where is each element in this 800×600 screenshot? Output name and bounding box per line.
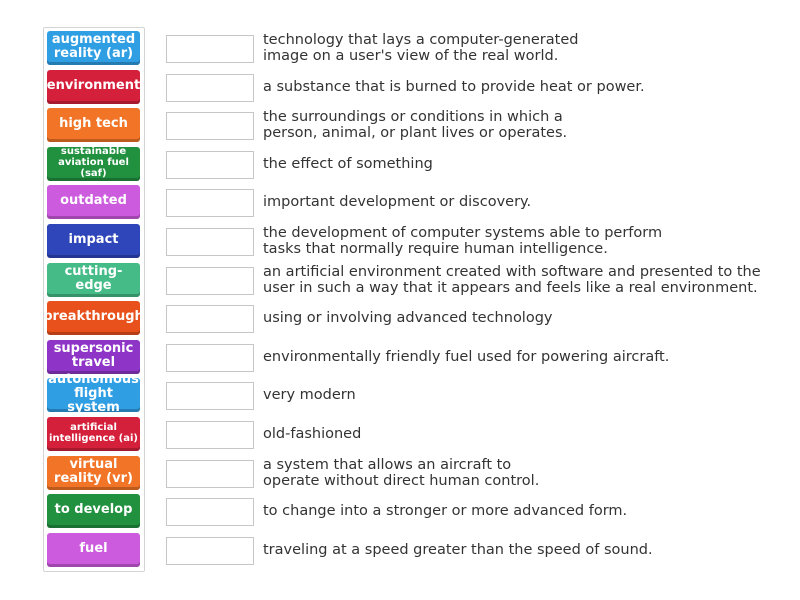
definition-label: a system that allows an aircraft to oper… [263, 456, 540, 489]
definition-text: to change into a stronger or more advanc… [263, 494, 783, 528]
definition-text: important development or discovery. [263, 185, 783, 219]
definition-text: a substance that is burned to provide he… [263, 70, 783, 104]
term-tile[interactable]: cutting-edge [47, 262, 140, 297]
definition-label: to change into a stronger or more advanc… [263, 503, 628, 520]
definition-text: very modern [263, 378, 783, 412]
definition-label: the effect of something [263, 155, 433, 172]
definition-text: the development of computer systems able… [263, 224, 783, 258]
answer-slot[interactable] [166, 382, 254, 411]
term-tile[interactable]: fuel [47, 532, 140, 567]
term-tile[interactable]: artificial intelligence (ai) [47, 417, 140, 451]
definition-text: the effect of something [263, 147, 783, 181]
answer-slot[interactable] [166, 228, 254, 256]
answer-slot[interactable] [166, 343, 254, 372]
definition-label: environmentally friendly fuel used for p… [263, 348, 670, 365]
term-tile[interactable]: sustainable aviation fuel (saf) [47, 146, 140, 181]
definition-label: a substance that is burned to provide he… [263, 78, 645, 95]
definition-label: important development or discovery. [263, 194, 532, 211]
definition-text: an artificial environment created with s… [263, 263, 783, 297]
definition-text: a system that allows an aircraft to oper… [263, 456, 783, 490]
term-tile[interactable]: supersonic travel [47, 339, 140, 374]
term-tile[interactable]: virtual reality (vr) [47, 455, 140, 490]
term-tile[interactable]: high tech [47, 108, 140, 143]
term-tile[interactable]: environment [47, 69, 140, 104]
term-tile[interactable]: outdated [47, 185, 140, 220]
term-tile[interactable]: autonomous flight system [47, 372, 140, 416]
answer-slot[interactable] [166, 73, 254, 102]
definition-label: traveling at a speed greater than the sp… [263, 541, 653, 558]
answer-slot[interactable] [166, 35, 254, 63]
answer-slot[interactable] [166, 150, 254, 179]
definition-label: old-fashioned [263, 426, 362, 442]
answer-slot[interactable] [166, 305, 254, 334]
term-tile[interactable]: breakthrough [43, 301, 144, 336]
definition-label: technology that lays a computer-generate… [263, 32, 579, 64]
term-tile[interactable]: to develop [47, 494, 140, 529]
definition-text: the surroundings or conditions in which … [263, 108, 783, 142]
definition-label: using or involving advanced technology [263, 310, 553, 327]
definition-label: an artificial environment created with s… [263, 263, 761, 296]
answer-slot[interactable] [166, 421, 254, 449]
answer-slot[interactable] [166, 498, 254, 527]
definition-text: traveling at a speed greater than the sp… [263, 533, 783, 567]
answer-slot[interactable] [166, 189, 254, 218]
definition-text: technology that lays a computer-generate… [263, 31, 783, 65]
definition-label: the development of computer systems able… [263, 225, 663, 257]
answer-slot[interactable] [166, 112, 254, 141]
definition-label: the surroundings or conditions in which … [263, 109, 568, 142]
definition-text: old-fashioned [263, 417, 783, 451]
definition-text: using or involving advanced technology [263, 301, 783, 335]
answer-slot[interactable] [166, 459, 254, 488]
definition-text: environmentally friendly fuel used for p… [263, 340, 783, 374]
term-tile[interactable]: impact [47, 224, 140, 258]
answer-slot[interactable] [166, 536, 254, 565]
answer-slot[interactable] [166, 266, 254, 295]
definition-label: very modern [263, 387, 356, 404]
term-tile[interactable]: augmented reality (ar) [47, 31, 140, 65]
term-tile-panel: augmented reality (ar) environment high te… [43, 27, 145, 572]
